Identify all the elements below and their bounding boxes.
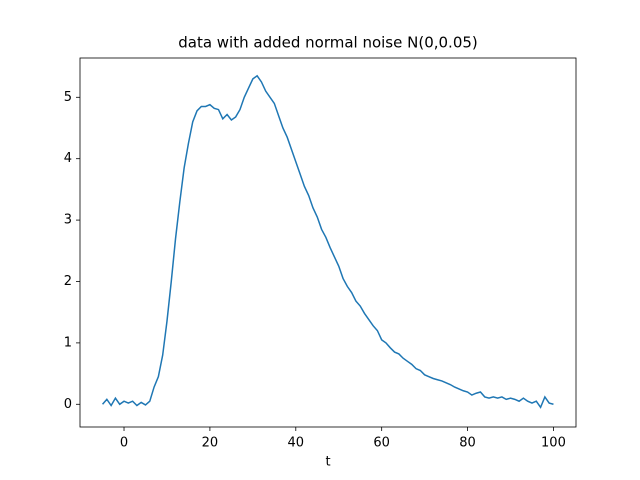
x-tick-label: 80: [459, 436, 476, 451]
x-tick-label: 20: [202, 436, 219, 451]
y-tick-label: 2: [64, 274, 72, 289]
x-tick-label: 100: [541, 436, 566, 451]
y-tick-label: 1: [64, 335, 72, 350]
axes-frame: [79, 57, 577, 428]
chart-title: data with added normal noise N(0,0.05): [178, 34, 478, 52]
x-tick-label: 40: [288, 436, 305, 451]
data-line: [101, 74, 554, 409]
y-tick-label: 5: [64, 90, 72, 105]
y-tick-label: 3: [64, 213, 72, 228]
y-tick-label: 4: [64, 151, 72, 166]
x-axis-label: t: [325, 455, 330, 470]
x-tick-label: 60: [373, 436, 390, 451]
x-tick-label: 0: [120, 436, 128, 451]
y-tick-label: 0: [64, 397, 72, 412]
